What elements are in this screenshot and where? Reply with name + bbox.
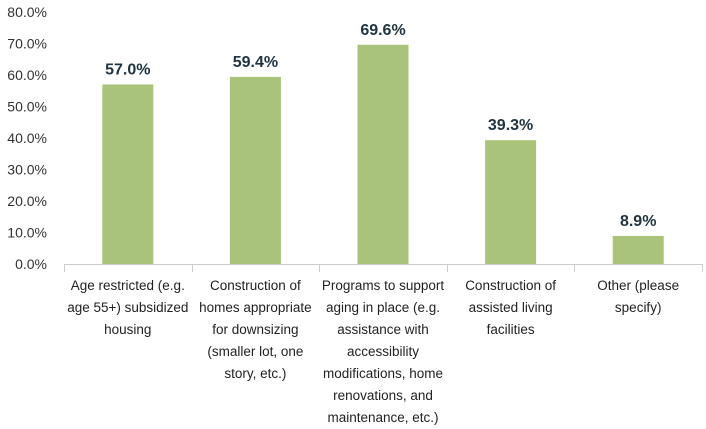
- data-labels: 57.0% 59.4% 69.6% 39.3% 8.9%: [105, 22, 656, 230]
- data-label: 39.3%: [488, 117, 533, 134]
- y-axis-ticks: 0.0% 10.0% 20.0% 30.0% 40.0% 50.0% 60.0% 70.0% 8…: [7, 4, 47, 272]
- category-label: Age restricted (e.g. age 55+) subsidized…: [67, 278, 189, 337]
- bar: [357, 44, 409, 265]
- y-tick-label: 20.0%: [7, 193, 47, 209]
- y-tick-label: 10.0%: [7, 225, 47, 241]
- y-tick-label: 70.0%: [7, 36, 47, 52]
- y-tick-label: 80.0%: [7, 4, 47, 20]
- x-axis: [64, 264, 703, 272]
- y-tick-label: 0.0%: [15, 256, 47, 272]
- category-label: Construction of assisted living faciliti…: [465, 278, 556, 337]
- bar: [485, 140, 537, 264]
- bar: [612, 235, 664, 264]
- bar: [229, 76, 281, 264]
- category-label: Other (please specify): [597, 278, 680, 315]
- category-label: Construction of homes appropriate for do…: [199, 278, 312, 381]
- data-label: 59.4%: [233, 54, 278, 71]
- bar: [102, 84, 154, 264]
- bars: [102, 44, 664, 265]
- data-label: 69.6%: [360, 22, 405, 39]
- y-tick-label: 50.0%: [7, 99, 47, 115]
- y-tick-label: 40.0%: [7, 130, 47, 146]
- y-tick-label: 30.0%: [7, 162, 47, 178]
- bar-chart: 0.0% 10.0% 20.0% 30.0% 40.0% 50.0% 60.0% 70.0% 8…: [7, 4, 703, 272]
- data-label: 8.9%: [620, 213, 656, 230]
- data-label: 57.0%: [105, 61, 150, 78]
- category-label: Programs to support aging in place (e.g.…: [321, 278, 445, 425]
- y-tick-label: 60.0%: [7, 67, 47, 83]
